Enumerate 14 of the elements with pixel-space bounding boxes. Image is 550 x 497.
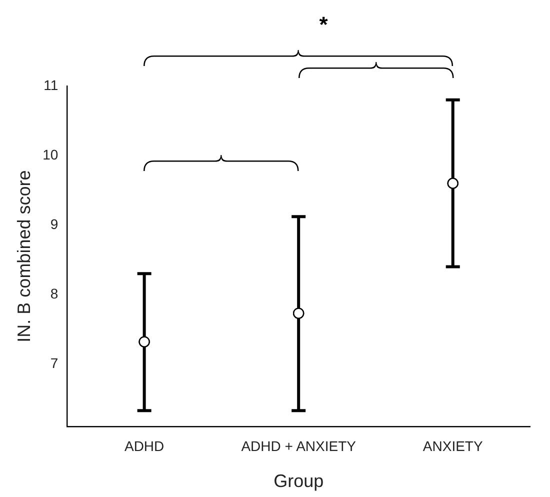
y-tick-label: 9 bbox=[50, 216, 58, 232]
y-tick-label: 11 bbox=[44, 76, 58, 93]
point bbox=[138, 336, 150, 348]
point bbox=[292, 308, 304, 319]
y-axis-title: IN. B combined score bbox=[14, 170, 34, 342]
y-tick-label: 8 bbox=[50, 285, 58, 302]
point bbox=[447, 178, 458, 189]
text: * bbox=[319, 12, 328, 37]
x-axis-title: Group bbox=[274, 471, 324, 492]
y-tick-label: 7 bbox=[50, 354, 58, 371]
x-tick-label: ADHD bbox=[124, 438, 164, 454]
y-tick-label: 10 bbox=[42, 146, 58, 162]
x-tick-label: ADHD + ANXIETY bbox=[241, 438, 357, 454]
x-tick-label: ANXIETY bbox=[422, 438, 484, 454]
